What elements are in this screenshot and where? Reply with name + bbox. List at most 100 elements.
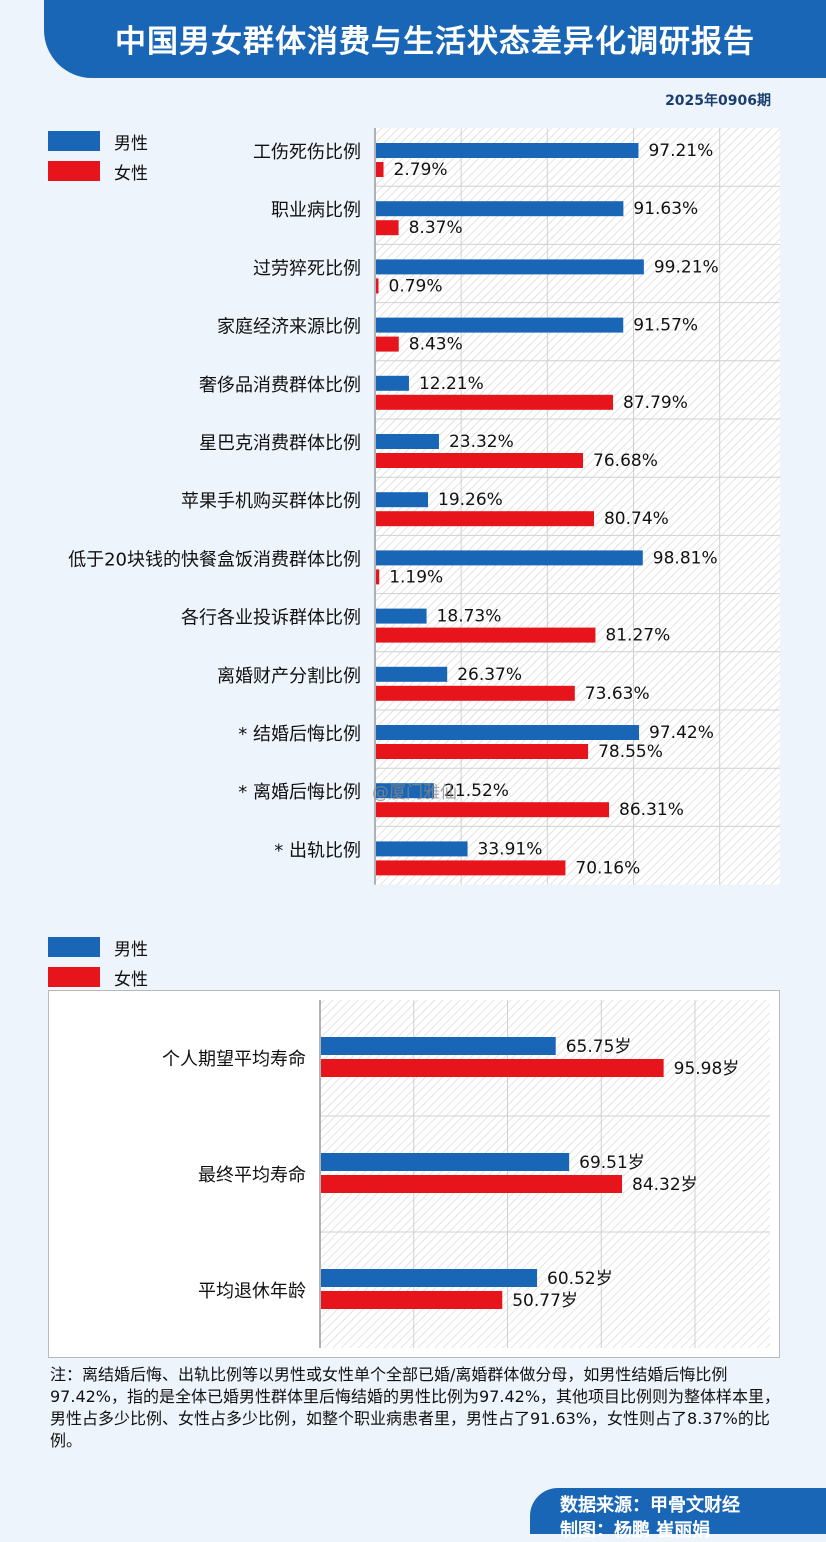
bar-female: [376, 627, 596, 643]
bar-female: [321, 1291, 503, 1309]
bar-male: [376, 259, 644, 275]
bar-male: [376, 783, 435, 799]
bar-male: [376, 725, 640, 740]
legend-female-label: 女性: [114, 163, 148, 184]
bar-male: [321, 1269, 538, 1287]
bar-male: [376, 608, 427, 624]
category-label: 苹果手机购买群体比例: [181, 491, 361, 512]
value-label: 8.37%: [409, 218, 463, 238]
value-label: 97.21%: [648, 141, 713, 161]
value-label: 26.37%: [457, 665, 522, 685]
legend-female-swatch: [48, 967, 100, 987]
legend-male-swatch: [48, 131, 100, 151]
report-header: 中国男女群体消费与生活状态差异化调研报告: [44, 0, 826, 78]
watermark: @厦门雅仙: [372, 783, 457, 803]
value-label: 19.26%: [438, 490, 503, 510]
value-label: 84.32岁: [632, 1175, 698, 1195]
value-label: 76.68%: [593, 451, 658, 471]
value-label: 99.21%: [654, 257, 719, 277]
value-label: 18.73%: [437, 607, 502, 627]
bar-male: [376, 666, 448, 682]
legend-1: 男性 女性: [48, 126, 148, 186]
bar-male: [376, 492, 429, 508]
bar-female: [376, 569, 380, 585]
category-label: 星巴克消费群体比例: [199, 433, 361, 454]
bar-female: [376, 744, 589, 759]
legend-male-label: 男性: [114, 939, 148, 960]
legend-2: 男性 女性: [48, 932, 148, 992]
bar-female: [376, 278, 379, 294]
bar-male: [321, 1153, 570, 1171]
value-label: 65.75岁: [566, 1037, 632, 1057]
legend-male-swatch: [48, 937, 100, 957]
category-label: 最终平均寿命: [198, 1165, 306, 1186]
footer-credits: 数据来源：甲骨文财经 制图：杨鹏 崔丽娟: [530, 1488, 826, 1541]
value-label: 97.42%: [649, 723, 714, 743]
value-label: 50.77岁: [512, 1291, 578, 1311]
chart-consumption-comparison: 工伤死伤比例 97.21% 2.79% 职业病比例 91.63% 8.37% 过劳猝死比例 9…: [68, 128, 780, 885]
bar-female: [321, 1059, 664, 1077]
bar-male: [376, 550, 643, 566]
report-title: 中国男女群体消费与生活状态差异化调研报告: [115, 24, 755, 60]
category-label: * 结婚后悔比例: [238, 724, 361, 745]
value-label: 95.98岁: [674, 1059, 740, 1079]
bar-male: [376, 317, 624, 333]
legend-male-label: 男性: [114, 133, 148, 154]
bar-female: [376, 220, 399, 236]
value-label: 33.91%: [478, 839, 543, 859]
value-label: 1.19%: [389, 567, 443, 587]
value-label: 81.27%: [605, 626, 670, 646]
value-label: 98.81%: [653, 548, 718, 568]
category-label: 个人期望平均寿命: [162, 1049, 306, 1070]
category-label: * 出轨比例: [274, 840, 361, 861]
bar-female: [376, 162, 384, 177]
value-label: 91.57%: [633, 316, 698, 336]
category-label: 奢侈品消费群体比例: [199, 375, 361, 396]
bar-female: [376, 802, 610, 818]
value-label: 86.31%: [619, 800, 684, 820]
category-label: 家庭经济来源比例: [217, 317, 361, 338]
category-label: 过劳猝死比例: [253, 258, 361, 279]
category-label: 低于20块钱的快餐盒饭消费群体比例: [68, 549, 361, 570]
value-label: 73.63%: [585, 684, 650, 704]
bar-male: [376, 143, 639, 158]
value-label: 80.74%: [604, 509, 669, 529]
category-label: 工伤死伤比例: [253, 142, 361, 163]
value-label: 60.52岁: [547, 1269, 613, 1289]
category-label: 离婚财产分割比例: [217, 666, 361, 687]
footnote: 注：离结婚后悔、出轨比例等以男性或女性单个全部已婚/离婚群体做分母，如男性结婚后…: [50, 1365, 781, 1450]
category-label: * 离婚后悔比例: [238, 782, 361, 803]
value-label: 78.55%: [598, 742, 663, 762]
chart-maker: 制图：杨鹏 崔丽娟: [560, 1520, 711, 1541]
bar-male: [376, 434, 439, 449]
category-label: 职业病比例: [271, 200, 361, 221]
category-label: 平均退休年龄: [198, 1281, 306, 1302]
data-source: 数据来源：甲骨文财经: [560, 1495, 740, 1516]
bar-male: [376, 375, 409, 391]
value-label: 0.79%: [389, 276, 443, 296]
value-label: 8.43%: [409, 335, 463, 355]
bar-female: [376, 453, 584, 468]
bar-female: [321, 1175, 623, 1193]
value-label: 70.16%: [575, 858, 640, 878]
value-label: 2.79%: [394, 160, 448, 180]
legend-female-swatch: [48, 161, 100, 181]
legend-female-label: 女性: [114, 969, 148, 990]
issue-number: 2025年0906期: [665, 93, 771, 109]
bar-female: [376, 511, 594, 527]
bar-male: [321, 1037, 556, 1055]
bar-female: [376, 394, 614, 410]
bar-female: [376, 860, 566, 876]
value-label: 69.51岁: [579, 1153, 645, 1173]
value-label: 23.32%: [449, 432, 514, 452]
bar-female: [376, 685, 575, 701]
value-label: 91.63%: [633, 199, 698, 219]
value-label: 21.52%: [444, 781, 509, 801]
value-label: 87.79%: [623, 393, 688, 413]
bar-male: [376, 201, 624, 217]
bar-male: [376, 841, 468, 857]
category-label: 各行各业投诉群体比例: [181, 608, 361, 629]
value-label: 12.21%: [419, 374, 484, 394]
bar-female: [376, 336, 399, 352]
